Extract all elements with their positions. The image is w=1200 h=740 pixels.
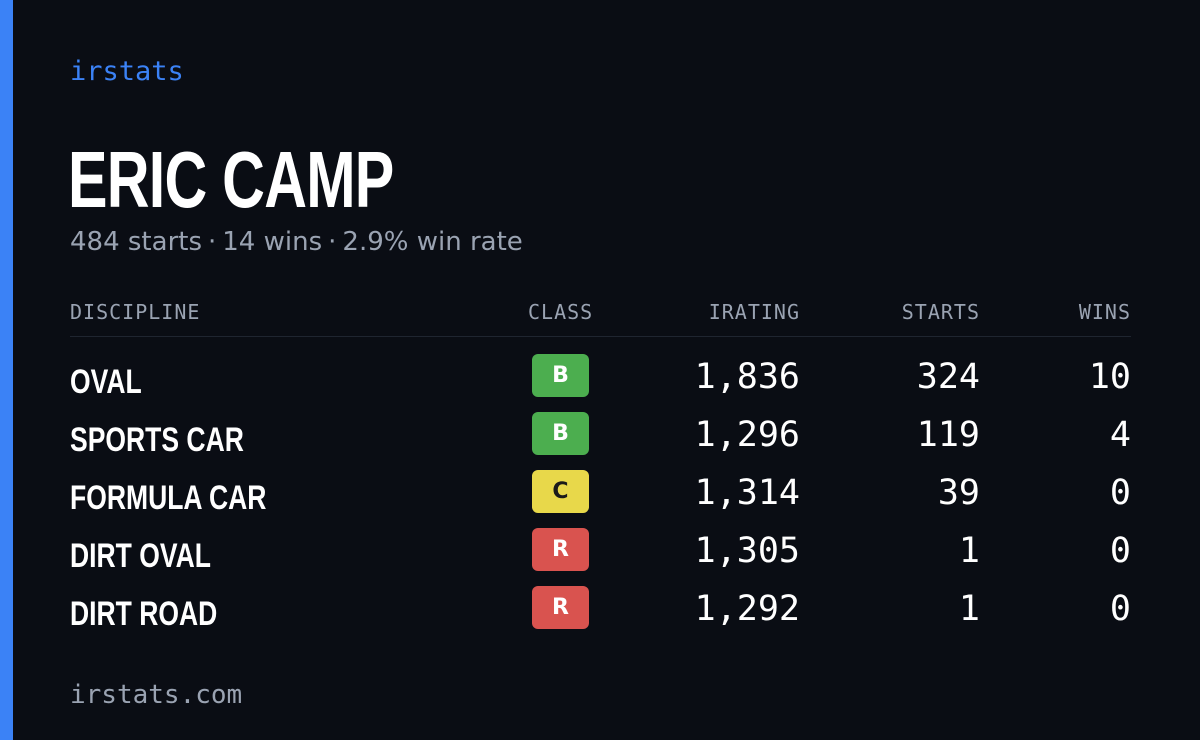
row-wins: 0 bbox=[1109, 473, 1131, 513]
summary-separator: · bbox=[208, 227, 217, 257]
accent-bar bbox=[0, 0, 13, 740]
row-starts: 1 bbox=[958, 589, 980, 629]
summary-starts: 484 starts bbox=[70, 227, 202, 257]
driver-summary: 484 starts · 14 wins · 2.9% win rate bbox=[70, 227, 523, 257]
row-irating: 1,314 bbox=[694, 473, 800, 513]
header-irating: IRATING bbox=[708, 300, 800, 324]
header-class: CLASS bbox=[528, 300, 594, 324]
row-irating: 1,836 bbox=[694, 357, 800, 397]
row-discipline: DIRT ROAD bbox=[70, 595, 218, 633]
footer-url: irstats.com bbox=[70, 680, 243, 710]
driver-name: ERIC CAMP bbox=[68, 135, 394, 224]
header-wins: WINS bbox=[1078, 300, 1131, 324]
brand-logo: irstats bbox=[70, 56, 184, 87]
row-starts: 324 bbox=[916, 357, 980, 397]
header-starts: STARTS bbox=[901, 300, 980, 324]
table-row: DIRT OVAL R 1,305 1 0 bbox=[70, 528, 1131, 586]
header-discipline: DISCIPLINE bbox=[70, 300, 201, 324]
row-wins: 0 bbox=[1109, 531, 1131, 571]
class-badge: R bbox=[532, 586, 589, 629]
table-row: SPORTS CAR B 1,296 119 4 bbox=[70, 412, 1131, 470]
summary-wins: 14 wins bbox=[222, 227, 323, 257]
class-badge: R bbox=[532, 528, 589, 571]
table-header: DISCIPLINE CLASS IRATING STARTS WINS bbox=[70, 300, 1131, 337]
row-irating: 1,292 bbox=[694, 589, 800, 629]
row-discipline: FORMULA CAR bbox=[70, 479, 267, 517]
row-irating: 1,305 bbox=[694, 531, 800, 571]
class-badge: C bbox=[532, 470, 589, 513]
row-wins: 4 bbox=[1109, 415, 1131, 455]
table-row: OVAL B 1,836 324 10 bbox=[70, 354, 1131, 412]
class-badge: B bbox=[532, 412, 589, 455]
row-irating: 1,296 bbox=[694, 415, 800, 455]
table-row: FORMULA CAR C 1,314 39 0 bbox=[70, 470, 1131, 528]
class-badge: B bbox=[532, 354, 589, 397]
row-discipline: DIRT OVAL bbox=[70, 537, 211, 575]
row-wins: 10 bbox=[1088, 357, 1131, 397]
summary-win-rate: 2.9% win rate bbox=[342, 227, 523, 257]
row-discipline: OVAL bbox=[70, 363, 142, 401]
row-discipline: SPORTS CAR bbox=[70, 421, 244, 459]
table-row: DIRT ROAD R 1,292 1 0 bbox=[70, 586, 1131, 644]
row-wins: 0 bbox=[1109, 589, 1131, 629]
summary-separator: · bbox=[328, 227, 337, 257]
row-starts: 119 bbox=[916, 415, 980, 455]
row-starts: 1 bbox=[958, 531, 980, 571]
row-starts: 39 bbox=[937, 473, 980, 513]
